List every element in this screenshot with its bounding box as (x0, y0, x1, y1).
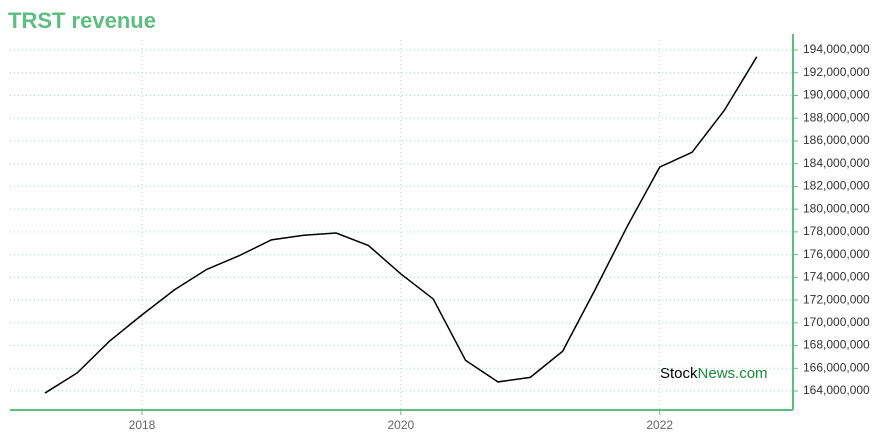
line-series (44, 56, 758, 394)
x-tick-label: 2018 (129, 418, 156, 432)
y-tick-label: 194,000,000 (803, 42, 870, 56)
y-tick-label: 176,000,000 (803, 247, 870, 261)
y-tick-label: 168,000,000 (803, 338, 870, 352)
y-tick-label: 180,000,000 (803, 201, 870, 215)
y-tick-label: 186,000,000 (803, 133, 870, 147)
y-tick-label: 174,000,000 (803, 270, 870, 284)
y-tick-label: 188,000,000 (803, 110, 870, 124)
watermark: StockNews.com (660, 365, 768, 382)
y-tick-label: 192,000,000 (803, 65, 870, 79)
watermark-part: News.com (698, 365, 768, 382)
y-tick-label: 172,000,000 (803, 292, 870, 306)
y-tick-label: 184,000,000 (803, 156, 870, 170)
y-tick-label: 166,000,000 (803, 360, 870, 374)
y-tick-label: 190,000,000 (803, 88, 870, 102)
x-tick-label: 2020 (388, 418, 415, 432)
x-tick-label: 2022 (646, 418, 673, 432)
y-tick-label: 182,000,000 (803, 179, 870, 193)
watermark-part: Stock (660, 365, 698, 382)
y-tick-label: 164,000,000 (803, 383, 870, 397)
y-tick-label: 170,000,000 (803, 315, 870, 329)
y-tick-label: 178,000,000 (803, 224, 870, 238)
chart-title: TRST revenue (8, 8, 156, 33)
